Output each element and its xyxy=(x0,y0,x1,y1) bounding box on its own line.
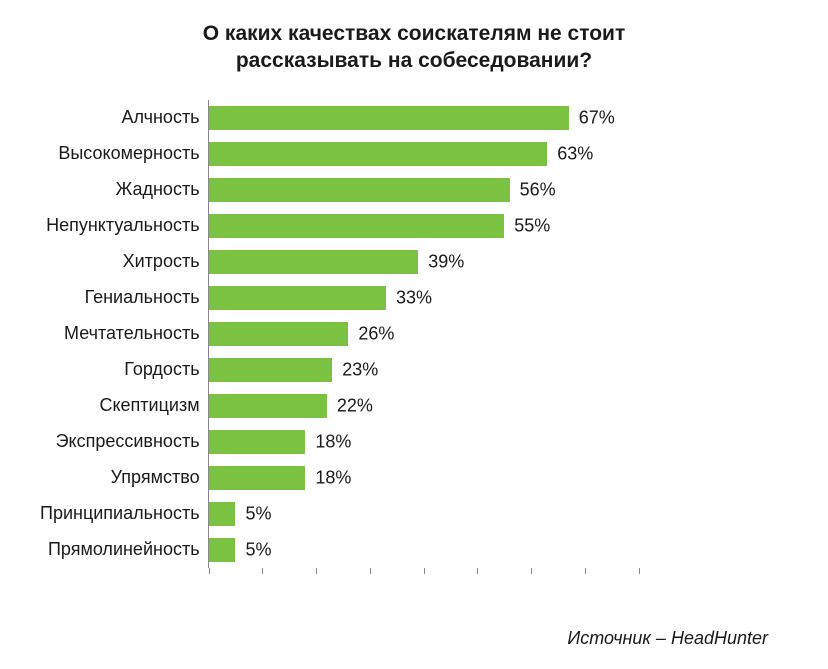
bar-row: 18% xyxy=(209,460,788,496)
category-label: Непунктуальность xyxy=(46,208,199,244)
category-label: Прямолинейность xyxy=(48,532,200,568)
bar-row: 5% xyxy=(209,496,788,532)
chart-title: О каких качествах соискателям не стоит р… xyxy=(40,20,788,75)
bar: 39% xyxy=(209,250,419,274)
x-tick xyxy=(424,568,425,574)
category-label: Принципиальность xyxy=(40,496,200,532)
bar: 18% xyxy=(209,430,306,454)
value-label: 63% xyxy=(557,143,593,164)
x-tick xyxy=(477,568,478,574)
bars-container: 67%63%56%55%39%33%26%23%22%18%18%5%5% xyxy=(209,100,788,568)
x-tick xyxy=(531,568,532,574)
category-label: Жадность xyxy=(116,172,200,208)
chart-title-line1: О каких качествах соискателям не стоит xyxy=(203,22,625,45)
value-label: 22% xyxy=(337,395,373,416)
category-label: Хитрость xyxy=(123,244,200,280)
bar-row: 18% xyxy=(209,424,788,460)
x-tick xyxy=(639,568,640,574)
bar-row: 33% xyxy=(209,280,788,316)
bar: 23% xyxy=(209,358,333,382)
x-tick xyxy=(370,568,371,574)
plot-area: 67%63%56%55%39%33%26%23%22%18%18%5%5% xyxy=(208,100,788,568)
value-label: 26% xyxy=(358,323,394,344)
x-tick xyxy=(209,568,210,574)
bar-row: 56% xyxy=(209,172,788,208)
bar: 22% xyxy=(209,394,327,418)
category-label: Экспрессивность xyxy=(56,424,200,460)
category-label: Упрямство xyxy=(111,460,200,496)
bar-row: 22% xyxy=(209,388,788,424)
bar-row: 55% xyxy=(209,208,788,244)
bar-row: 67% xyxy=(209,100,788,136)
value-label: 5% xyxy=(245,539,271,560)
category-label: Мечтательность xyxy=(64,316,200,352)
bar: 55% xyxy=(209,214,505,238)
category-label: Гениальность xyxy=(85,280,200,316)
value-label: 18% xyxy=(315,431,351,452)
bar-row: 5% xyxy=(209,532,788,568)
x-tick xyxy=(316,568,317,574)
x-tick xyxy=(262,568,263,574)
bar: 67% xyxy=(209,106,569,130)
y-axis-labels: АлчностьВысокомерностьЖадностьНепунктуал… xyxy=(40,100,208,568)
value-label: 18% xyxy=(315,467,351,488)
bar: 33% xyxy=(209,286,386,310)
value-label: 39% xyxy=(428,251,464,272)
chart-title-line2: рассказывать на собеседовании? xyxy=(236,49,592,72)
value-label: 5% xyxy=(245,503,271,524)
bar-row: 39% xyxy=(209,244,788,280)
category-label: Гордость xyxy=(124,352,199,388)
value-label: 55% xyxy=(514,215,550,236)
bar-row: 26% xyxy=(209,316,788,352)
value-label: 56% xyxy=(520,179,556,200)
bar: 56% xyxy=(209,178,510,202)
bar-row: 63% xyxy=(209,136,788,172)
value-label: 67% xyxy=(579,107,615,128)
source-label: Источник – HeadHunter xyxy=(567,628,768,649)
bar: 5% xyxy=(209,538,236,562)
category-label: Высокомерность xyxy=(58,136,199,172)
bar: 63% xyxy=(209,142,548,166)
bar: 26% xyxy=(209,322,349,346)
chart-area: АлчностьВысокомерностьЖадностьНепунктуал… xyxy=(40,100,788,568)
bar: 5% xyxy=(209,502,236,526)
bar-row: 23% xyxy=(209,352,788,388)
bar: 18% xyxy=(209,466,306,490)
value-label: 33% xyxy=(396,287,432,308)
category-label: Скептицизм xyxy=(99,388,199,424)
x-tick xyxy=(585,568,586,574)
value-label: 23% xyxy=(342,359,378,380)
chart-container: О каких качествах соискателям не стоит р… xyxy=(0,0,828,578)
category-label: Алчность xyxy=(122,100,200,136)
